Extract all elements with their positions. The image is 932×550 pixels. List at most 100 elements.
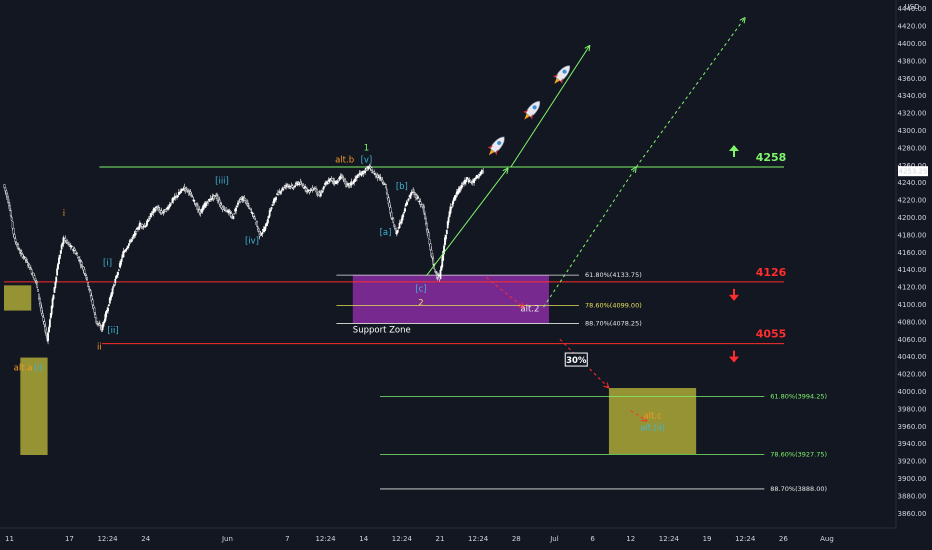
candle-body	[59, 250, 62, 255]
candle-body	[69, 245, 72, 247]
candle-body	[95, 317, 98, 323]
candle-body	[76, 253, 79, 256]
fib-label: 61.80%(4133.75)	[585, 271, 642, 279]
candle-body	[222, 207, 225, 209]
projection-dashed-line	[486, 277, 525, 309]
candle-body	[328, 178, 331, 183]
time-tick-label: 6	[590, 535, 595, 543]
candle-body	[94, 314, 97, 318]
candle-body	[307, 189, 310, 191]
candle-body	[11, 221, 14, 229]
candle-body	[246, 200, 248, 204]
candle-body	[38, 297, 41, 304]
candle-body	[322, 187, 325, 190]
candle-body	[232, 216, 235, 220]
candle-body	[80, 261, 83, 265]
candle-body	[177, 195, 179, 197]
candle-body	[285, 185, 287, 187]
candle-body	[179, 190, 182, 193]
candle-body	[93, 307, 96, 313]
candle-body	[411, 191, 414, 194]
candle-body	[268, 210, 271, 217]
candle-body	[214, 194, 217, 197]
target-zone	[608, 388, 697, 455]
candle-body	[129, 241, 132, 243]
candle-body	[266, 222, 268, 227]
candle-body	[47, 333, 49, 342]
candle-body	[193, 200, 196, 202]
candle-body	[385, 189, 388, 194]
candle-body	[26, 261, 29, 263]
wave-label: 1	[364, 144, 369, 154]
candle-body	[277, 192, 280, 195]
price-tick-label: 4240.00	[898, 179, 927, 187]
time-tick-label: Jun	[221, 535, 233, 543]
support-zone	[352, 275, 549, 324]
wave-label: ii	[97, 343, 102, 353]
candle-body	[373, 171, 376, 174]
time-tick-label: 12:24	[97, 535, 118, 543]
fib-levels-layer: 61.80%(4133.75) 78.60%(4099.00) 88.70%(407…	[336, 271, 827, 493]
candle-body	[414, 192, 416, 195]
price-tick-label: 4120.00	[898, 284, 927, 292]
candle-body	[147, 219, 149, 223]
currency-label: USD	[905, 3, 920, 11]
candle-body	[379, 176, 382, 180]
candle-body	[48, 319, 51, 328]
candle-body	[402, 213, 405, 218]
candle-body	[130, 239, 133, 242]
candle-body	[83, 269, 86, 274]
candle-body	[392, 218, 395, 223]
candle-body	[194, 203, 197, 205]
price-tick-label: 4020.00	[898, 371, 927, 379]
candle-body	[451, 204, 454, 206]
candle-body	[144, 226, 147, 228]
candle-body	[113, 284, 116, 286]
candle-body	[96, 320, 99, 324]
candle-body	[20, 251, 23, 254]
candle-body	[288, 185, 291, 188]
projection-arrowhead-icon	[502, 167, 509, 174]
candle-body	[84, 273, 87, 276]
level-label-4258: 4258	[756, 151, 787, 164]
candle-body	[102, 321, 105, 327]
candle-body	[417, 198, 420, 202]
candle-body	[264, 226, 267, 231]
wave-label: [iv]	[245, 237, 259, 247]
candle-body	[425, 223, 428, 230]
candle-body	[143, 225, 146, 227]
level-label-4055: 4055	[756, 328, 787, 341]
candle-body	[390, 212, 393, 219]
candle-body	[236, 202, 239, 205]
candle-body	[51, 298, 54, 308]
candle-body	[342, 177, 345, 180]
candle-body	[432, 258, 435, 265]
candle-body	[68, 242, 70, 245]
candle-body	[154, 208, 157, 212]
candle-body	[275, 197, 277, 200]
rocket-fins	[552, 74, 563, 84]
candle-body	[167, 207, 170, 209]
time-tick-label: 11	[5, 535, 14, 543]
price-tick-label: 4340.00	[898, 92, 927, 100]
candle-body	[334, 180, 336, 183]
candle-body	[370, 167, 373, 171]
candle-body	[120, 259, 123, 262]
candle-body	[385, 184, 387, 188]
candle-body	[48, 327, 50, 333]
projection-arrowhead-icon	[603, 382, 610, 389]
candle-body	[252, 213, 255, 218]
candle-body	[256, 221, 258, 227]
left-zone	[4, 285, 32, 311]
candle-body	[191, 196, 194, 198]
candle-body	[198, 209, 201, 214]
candle-body	[257, 228, 260, 232]
candle-body	[233, 213, 236, 215]
candle-body	[442, 251, 445, 261]
candle-body	[244, 198, 247, 201]
price-tick-label: 3920.00	[898, 458, 927, 466]
candle-body	[409, 194, 412, 199]
candle-body	[239, 199, 242, 202]
candle-body	[53, 287, 56, 293]
